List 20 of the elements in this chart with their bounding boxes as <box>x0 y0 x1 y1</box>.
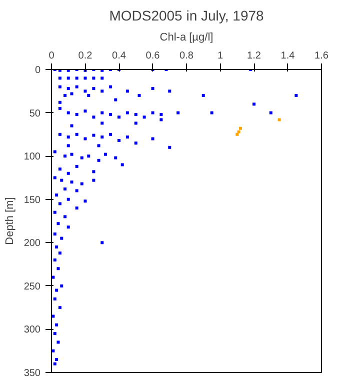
y-tick-label: 100 <box>24 152 41 163</box>
y-tick-label: 250 <box>24 281 41 292</box>
y-tick-label: 200 <box>24 238 41 250</box>
y-axis-title: Depth [m] <box>4 197 16 245</box>
x-tick-label: 0 <box>48 50 55 62</box>
x-tick-label: 1.6 <box>314 50 329 62</box>
x-tick-label: 1 <box>217 50 224 62</box>
y-tick-label: 0 <box>34 65 41 76</box>
x-tick-label: 0.6 <box>146 50 160 62</box>
y-tick-label: 300 <box>24 324 41 336</box>
x-tick-label: 1.2 <box>247 50 262 62</box>
x-axis-title: Chl-a [µg/l] <box>160 32 214 44</box>
x-tick-label: 1.4 <box>280 50 296 62</box>
x-tick-label: 0.8 <box>180 50 194 62</box>
y-tick-label: 50 <box>29 108 41 120</box>
y-tick-label: 350 <box>24 368 41 379</box>
y-tick-label: 150 <box>24 194 41 206</box>
x-tick-label: 0.4 <box>112 50 126 62</box>
chart-title: MODS2005 in July, 1978 <box>109 8 264 24</box>
x-tick-label: 0.2 <box>78 50 93 62</box>
